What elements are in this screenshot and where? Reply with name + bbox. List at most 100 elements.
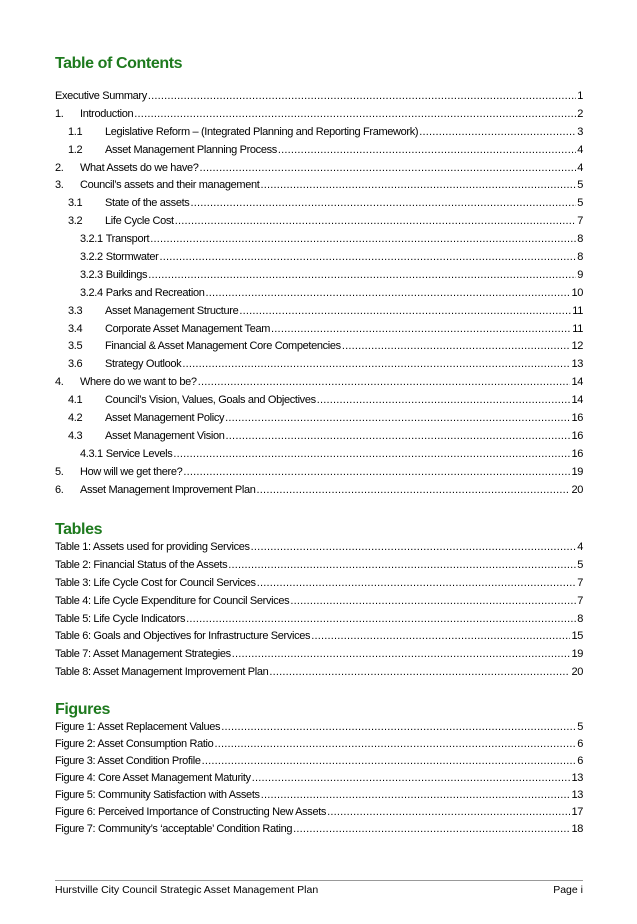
dot-leader <box>206 287 571 299</box>
entry-title: Transport <box>105 233 150 246</box>
entry-page-number: 8 <box>577 612 583 625</box>
entry-number: 5. <box>55 465 64 478</box>
entry-title: Council’s Vision, Values, Goals and Obje… <box>105 394 316 407</box>
entry-title: Strategy Outlook <box>105 358 182 371</box>
entry-number: 3.3 <box>68 304 83 317</box>
tables-entry[interactable]: Table 2: Financial Status of the Assets 5 <box>55 559 583 577</box>
dot-leader <box>226 430 571 442</box>
dot-leader <box>261 789 571 801</box>
entry-page-number: 14 <box>571 376 583 389</box>
entry-page-number: 15 <box>571 630 583 643</box>
entry-title: Stormwater <box>105 251 159 264</box>
entry-page-number: 11 <box>572 304 583 317</box>
dot-leader <box>198 376 571 388</box>
entry-title: Executive Summary <box>55 90 147 102</box>
entry-title: Corporate Asset Management Team <box>105 322 271 335</box>
tables-entry[interactable]: Table 5: Life Cycle Indicators 8 <box>55 613 583 631</box>
tables-heading: Tables <box>55 521 103 538</box>
dot-leader <box>134 108 576 120</box>
toc-entry[interactable]: 3.2 Life Cycle Cost 7 <box>55 215 583 233</box>
entry-title: Asset Management Policy <box>105 412 225 425</box>
page-footer: Hurstville City Council Strategic Asset … <box>55 880 583 896</box>
toc-entry[interactable]: Executive Summary 1 <box>55 90 583 108</box>
toc-entry[interactable]: 4.2 Asset Management Policy 16 <box>55 412 583 430</box>
entry-page-number: 14 <box>571 394 583 407</box>
tables-entry[interactable]: Table 7: Asset Management Strategies 19 <box>55 648 583 666</box>
dot-leader <box>252 772 571 784</box>
entry-title: State of the assets <box>105 197 190 210</box>
entry-title: Figure 4: Core Asset Management Maturity <box>55 772 251 784</box>
entry-number: 4.1 <box>68 394 83 407</box>
dot-leader <box>183 466 570 478</box>
dot-leader <box>214 738 576 750</box>
tables-entry[interactable]: Table 4: Life Cycle Expenditure for Coun… <box>55 595 583 613</box>
dot-leader <box>269 666 570 678</box>
entry-page-number: 19 <box>571 465 583 478</box>
entry-number: 3.2.1 <box>80 233 103 246</box>
dot-leader <box>148 269 576 281</box>
entry-title: Table 4: Life Cycle Expenditure for Coun… <box>55 594 290 607</box>
toc-entry[interactable]: 6. Asset Management Improvement Plan 20 <box>55 484 583 502</box>
dot-leader <box>271 323 571 335</box>
entry-page-number: 11 <box>572 322 583 335</box>
toc-entry[interactable]: 4. Where do we want to be? 14 <box>55 376 583 394</box>
entry-page-number: 13 <box>571 789 583 801</box>
figures-entry[interactable]: Figure 2: Asset Consumption Ratio 6 <box>55 738 583 755</box>
toc-entry[interactable]: 3.4 Corporate Asset Management Team 11 <box>55 323 583 341</box>
entry-page-number: 8 <box>577 251 583 264</box>
dot-leader <box>257 484 571 496</box>
figures-entry[interactable]: Figure 4: Core Asset Management Maturity… <box>55 772 583 789</box>
entry-page-number: 19 <box>571 648 583 661</box>
dot-leader <box>239 305 571 317</box>
entry-page-number: 16 <box>571 412 583 425</box>
tables-entry[interactable]: Table 3: Life Cycle Cost for Council Ser… <box>55 577 583 595</box>
tables-entry[interactable]: Table 6: Goals and Objectives for Infras… <box>55 630 583 648</box>
dot-leader <box>186 613 576 625</box>
entry-number: 3.1 <box>68 197 83 210</box>
toc-entry[interactable]: 2. What Assets do we have? 4 <box>55 162 583 180</box>
toc-entry[interactable]: 3. Council’s assets and their management 5 <box>55 179 583 197</box>
entry-page-number: 17 <box>571 806 583 818</box>
figures-entry[interactable]: Figure 3: Asset Condition Profile 6 <box>55 755 583 772</box>
toc-entry[interactable]: 4.3 Asset Management Vision 16 <box>55 430 583 448</box>
tables-entry[interactable]: Table 8: Asset Management Improvement Pl… <box>55 666 583 684</box>
tables-entry[interactable]: Table 1: Assets used for providing Servi… <box>55 541 583 559</box>
entry-number: 4.3.1 <box>80 447 103 460</box>
toc-entry[interactable]: 1. Introduction 2 <box>55 108 583 126</box>
figures-entry[interactable]: Figure 5: Community Satisfaction with As… <box>55 789 583 806</box>
entry-title: Table 5: Life Cycle Indicators <box>55 612 186 625</box>
figures-entry[interactable]: Figure 1: Asset Replacement Values 5 <box>55 721 583 738</box>
toc-entry[interactable]: 3.6 Strategy Outlook 13 <box>55 358 583 376</box>
dot-leader <box>228 559 576 571</box>
dot-leader <box>173 448 570 460</box>
dot-leader <box>290 595 576 607</box>
toc-entry[interactable]: 3.5 Financial & Asset Management Core Com… <box>55 340 583 358</box>
entry-page-number: 20 <box>571 666 583 679</box>
entry-number: 4. <box>55 376 64 389</box>
toc-entry[interactable]: 3.3 Asset Management Structure 11 <box>55 305 583 323</box>
dot-leader <box>148 90 576 102</box>
entry-page-number: 8 <box>577 233 583 246</box>
entry-page-number: 5 <box>577 721 583 733</box>
toc-list: Executive Summary 1 1. Introduction 2 1.1 Legi… <box>55 90 583 501</box>
entry-title: How will we get there? <box>80 465 183 478</box>
entry-page-number: 4 <box>577 161 583 174</box>
entry-page-number: 20 <box>571 483 583 496</box>
figures-entry[interactable]: Figure 6: Perceived Importance of Constr… <box>55 806 583 823</box>
toc-entry[interactable]: 4.1 Council’s Vision, Values, Goals and O… <box>55 394 583 412</box>
entry-title: Asset Management Improvement Plan <box>80 483 256 496</box>
toc-entry[interactable]: 1.2 Asset Management Planning Process 4 <box>55 144 583 162</box>
footer-title: Hurstville City Council Strategic Asset … <box>55 884 319 896</box>
dot-leader <box>175 215 576 227</box>
toc-entry[interactable]: 5. How will we get there? 19 <box>55 466 583 484</box>
toc-entry[interactable]: 1.1 Legislative Reform – (Integrated Plan… <box>55 126 583 144</box>
toc-entry[interactable]: 3.1 State of the assets 5 <box>55 197 583 215</box>
entry-page-number: 18 <box>571 823 583 835</box>
figures-entry[interactable]: Figure 7: Community’s ‘acceptable’ Condi… <box>55 823 583 840</box>
dot-leader <box>200 162 577 174</box>
